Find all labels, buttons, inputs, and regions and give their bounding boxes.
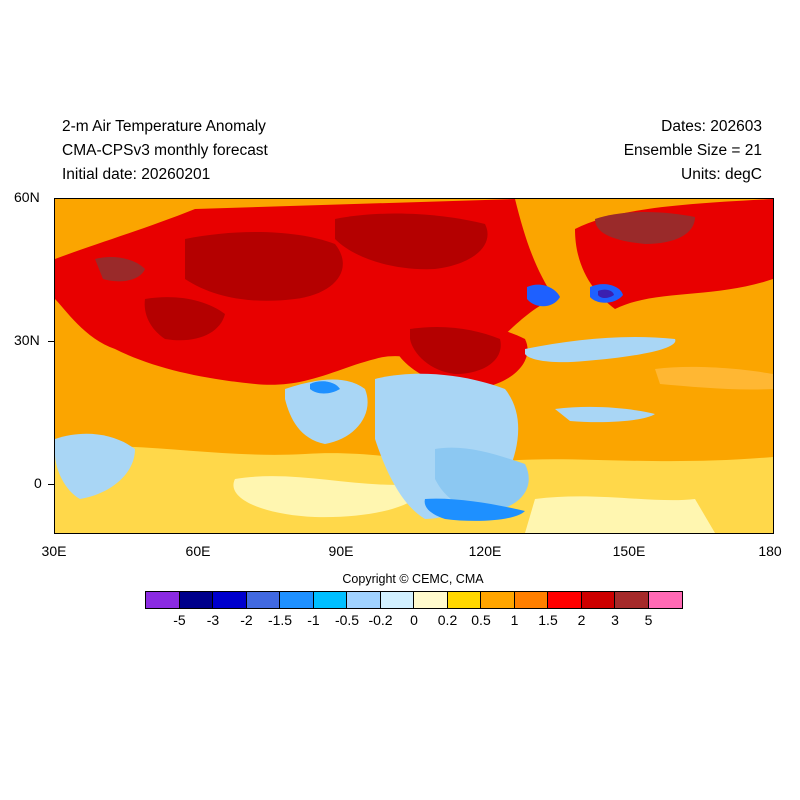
- colorbar-box: [581, 592, 615, 608]
- x-tick-label: 150E: [612, 543, 646, 559]
- x-tick-label: 30E: [41, 543, 67, 559]
- x-tick-label: 180: [758, 543, 782, 559]
- initial-date-label: Initial date: 20260201: [62, 166, 211, 183]
- colorbar-box: [179, 592, 213, 608]
- colorbar-label: 0.2: [437, 612, 458, 628]
- pale-yellow-patches: [233, 476, 715, 533]
- units-label: Units: degC: [681, 166, 762, 183]
- colorbar-box: [481, 592, 515, 608]
- china-core: [410, 327, 501, 374]
- colorbar-box: [648, 592, 682, 608]
- colorbar-box: [146, 592, 180, 608]
- mongolia-core: [335, 213, 488, 270]
- colorbar-label: -3: [206, 612, 220, 628]
- central-asia-core: [185, 232, 343, 301]
- japan-cold-center: [598, 289, 614, 298]
- colorbar-box: [347, 592, 381, 608]
- colorbar-box: [514, 592, 548, 608]
- x-tick-label: 90E: [328, 543, 354, 559]
- anomaly-map: [54, 198, 774, 534]
- pacific-orange-streaks: [655, 366, 773, 390]
- y-tick-label: 0: [34, 475, 42, 491]
- colorbar-box: [548, 592, 582, 608]
- colorbar-label: -0.2: [368, 612, 393, 628]
- x-tick-label: 60E: [185, 543, 211, 559]
- map-title: 2-m Air Temperature Anomaly: [62, 118, 266, 135]
- dates-label: Dates: 202603: [661, 118, 762, 135]
- y-tick-mark: [48, 484, 54, 485]
- maritime-cool-region: [435, 447, 529, 512]
- copyright-notice: Copyright © CEMC, CMA: [342, 572, 484, 586]
- colorbar-label: 3: [611, 612, 619, 628]
- ensemble-size-label: Ensemble Size = 21: [623, 142, 762, 159]
- anomaly-field: [55, 199, 773, 533]
- arabia-cool-region: [55, 433, 135, 499]
- y-tick-mark: [48, 341, 54, 342]
- india-cool-region: [285, 379, 368, 444]
- colorbar-label: -2: [240, 612, 253, 628]
- colorbar-label: 5: [644, 612, 653, 628]
- colorbar-label: 1: [510, 612, 519, 628]
- y-tick-label: 30N: [14, 332, 40, 348]
- colorbar-box: [213, 592, 247, 608]
- colorbar: [145, 591, 683, 609]
- colorbar-box: [380, 592, 414, 608]
- colorbar-box: [414, 592, 448, 608]
- colorbar-box: [246, 592, 280, 608]
- colorbar-label: 0: [410, 612, 418, 628]
- colorbar-box: [280, 592, 314, 608]
- x-tick-label: 120E: [468, 543, 502, 559]
- indonesia-cold-streak: [424, 498, 525, 521]
- russian-far-east-core: [595, 212, 695, 244]
- map-subtitle: CMA-CPSv3 monthly forecast: [62, 142, 268, 159]
- west-hot-core: [95, 257, 145, 282]
- bay-of-bengal-cold-streak: [310, 381, 340, 394]
- colorbar-label: -5: [173, 612, 186, 628]
- colorbar-label: -1.5: [267, 612, 293, 628]
- colorbar-label: -0.5: [334, 612, 360, 628]
- colorbar-box: [447, 592, 481, 608]
- colorbar-box: [615, 592, 649, 608]
- pacific-cool-streaks: [525, 337, 676, 423]
- korea-cold-core: [527, 284, 560, 307]
- colorbar-box: [313, 592, 347, 608]
- y-tick-label: 60N: [14, 189, 40, 205]
- colorbar-label: -1: [307, 612, 320, 628]
- iran-core: [144, 297, 225, 341]
- colorbar-label: 0.5: [471, 612, 491, 628]
- colorbar-label: 1.5: [538, 612, 558, 628]
- colorbar-label: 2: [577, 612, 586, 628]
